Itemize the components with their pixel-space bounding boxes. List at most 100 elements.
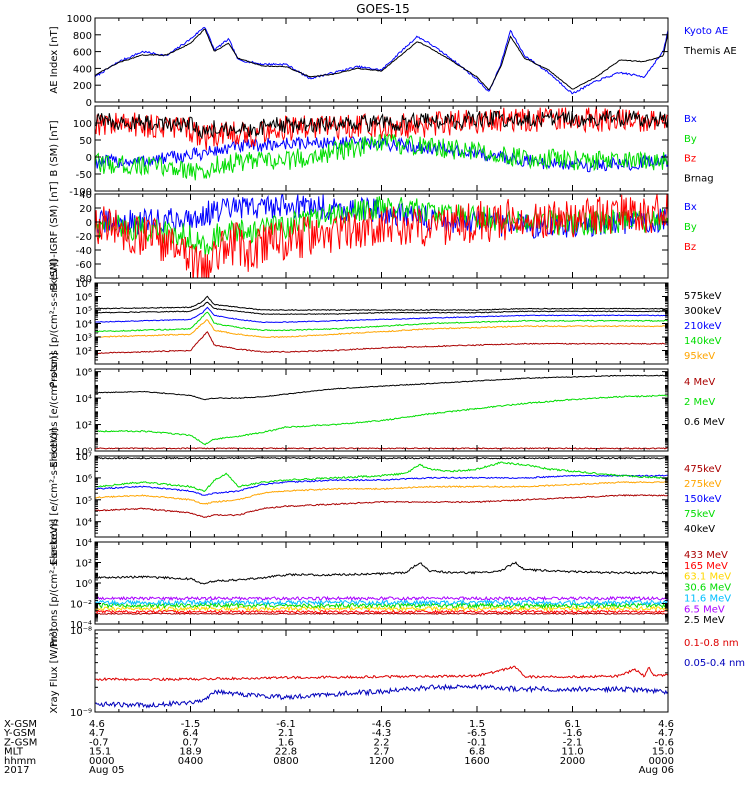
ephemeris-value: 2.2 [374, 737, 390, 748]
y-axis-label: Protons [p/(cm²-s-sr-keV)] [49, 519, 60, 647]
y-tick-label: 10⁷ [75, 279, 92, 290]
ephemeris-value: 6.8 [469, 747, 485, 758]
y-tick-label: 10⁶ [75, 474, 92, 485]
legend-entry: 40keV [684, 524, 715, 535]
y-axis-label: AE Index [nT] [49, 26, 60, 93]
panel-3: -80 -60 -40 -20 0 20 40 B (SM)-IGRF (SM) [nT] Bx… [49, 181, 697, 290]
y-tick-label: -100 [69, 187, 92, 198]
legend-entry: 6.5 MeV [684, 604, 725, 615]
legend-entry: 30.6 MeV [684, 583, 731, 594]
ephemeris-value: Aug 05 [89, 765, 124, 776]
y-tick-label: 600 [73, 48, 92, 59]
legend-entry: 433 MeV [684, 550, 728, 561]
series-line [95, 319, 668, 339]
ephemeris-value: 1.5 [469, 719, 485, 730]
ephemeris-row-label: 2017 [4, 765, 29, 776]
y-tick-label: 10⁴ [75, 538, 92, 549]
y-tick-label: 10⁻⁹ [70, 708, 92, 719]
series-line [95, 665, 668, 682]
series-line [95, 493, 668, 519]
y-tick-label: 10⁻⁴ [70, 620, 92, 631]
y-tick-label: 10² [75, 421, 92, 432]
ephemeris-value: 4.6 [658, 719, 674, 730]
series-line [95, 306, 668, 323]
legend-entry: Bz [684, 242, 696, 253]
ephemeris-value: 15.1 [89, 747, 111, 758]
y-axis-label: Protons [p/(cm²-s-sr-keV)] [49, 259, 60, 387]
legend-entry: 11.6 MeV [684, 593, 731, 604]
y-axis-label: Electrons [e/(cm²-s-sr)] [49, 352, 60, 468]
y-tick-label: 10⁵ [75, 306, 92, 317]
y-tick-label: 20 [79, 204, 92, 215]
panel-frame [94, 368, 669, 452]
legend-entry: 300keV [684, 306, 722, 317]
ephemeris-row-label: X-GSM [4, 719, 37, 730]
legend-entry: 0.6 MeV [684, 417, 725, 428]
ephemeris-value: 6.4 [183, 728, 199, 739]
y-tick-label: 10⁻² [70, 600, 92, 611]
legend-entry: Bz [684, 154, 696, 165]
ephemeris-value: 4.7 [658, 728, 674, 739]
legend-entry: 165 MeV [684, 561, 728, 572]
panel-4: 10² 10³ 10⁴ 10⁵ 10⁶ 10⁷ Protons [p/(cm²-s-sr-k… [49, 259, 722, 387]
panel-6: 10⁴ 10⁵ 10⁶ 10⁷ Electrons [e/(cm²-s-sr-keV)]… [49, 428, 722, 565]
ephemeris-value: -0.6 [654, 737, 674, 748]
ephemeris-table: X-GSM 4.6 -1.5 -6.1 -4.6 1.5 6.1 4.6 Y-GSM 4.7 6.4… [3, 719, 674, 776]
legend-entry: 275keV [684, 479, 722, 490]
legend-entry: 575keV [684, 291, 722, 302]
ephemeris-row-label: Y-GSM [3, 728, 36, 739]
ephemeris-value: 2.7 [374, 747, 390, 758]
y-axis-label: B (SM)-IGRF (SM) [nT] [49, 181, 60, 290]
series-line [95, 561, 668, 585]
legend-entry: Kyoto AE [684, 26, 728, 37]
panel-2: -100 -50 0 50 100 B (SM) [nT] Bx By Bz Brnag [49, 105, 714, 198]
series-line [95, 136, 668, 173]
series-line [95, 26, 668, 95]
series-line [95, 301, 668, 315]
ephemeris-value: 0400 [178, 756, 203, 767]
y-tick-label: 100 [73, 119, 92, 130]
legend-entry: 2 MeV [684, 397, 715, 408]
legend-entry: 95keV [684, 351, 715, 362]
ephemeris-value: 4.6 [89, 719, 105, 730]
ephemeris-value: 0.7 [183, 737, 199, 748]
series-line [95, 331, 668, 355]
y-tick-label: 1000 [67, 14, 92, 25]
y-tick-label: -80 [76, 274, 92, 285]
series-line [95, 374, 668, 401]
series-line [95, 461, 668, 493]
y-tick-label: 10² [75, 347, 92, 358]
ephemeris-value: 0000 [649, 756, 674, 767]
ephemeris-value: 4.7 [89, 728, 105, 739]
ephemeris-value: 1200 [369, 756, 394, 767]
legend-entry: 4 MeV [684, 377, 715, 388]
ephemeris-value: -6.1 [276, 719, 296, 730]
ephemeris-value: 15.0 [652, 747, 674, 758]
legend-entry: 150keV [684, 494, 722, 505]
y-tick-label: 10⁰ [75, 447, 92, 458]
ephemeris-value: -4.3 [372, 728, 392, 739]
y-tick-label: 10⁶ [75, 368, 92, 379]
panel-frame [94, 629, 669, 713]
ephemeris-value: -1.6 [563, 728, 583, 739]
series-line [95, 595, 668, 601]
legend-entry: 0.05-0.4 nm [684, 658, 745, 669]
series-line [95, 110, 668, 139]
y-tick-label: 10⁴ [75, 518, 92, 529]
ephemeris-value: -1.5 [181, 719, 201, 730]
y-tick-label: 10³ [75, 333, 92, 344]
series-line [95, 311, 668, 333]
y-tick-label: 200 [73, 81, 92, 92]
ephemeris-value: -4.6 [372, 719, 392, 730]
ephemeris-value: 18.9 [179, 747, 201, 758]
plot-title: GOES-15 [356, 2, 410, 16]
series-line [95, 133, 668, 181]
ephemeris-row-label: MLT [4, 747, 24, 758]
series-line [95, 295, 668, 311]
ephemeris-value: 1.6 [278, 737, 294, 748]
panel-frame [94, 17, 669, 103]
y-tick-label: 50 [79, 136, 92, 147]
series-line [95, 481, 668, 505]
y-tick-label: 10⁻⁸ [70, 626, 92, 637]
